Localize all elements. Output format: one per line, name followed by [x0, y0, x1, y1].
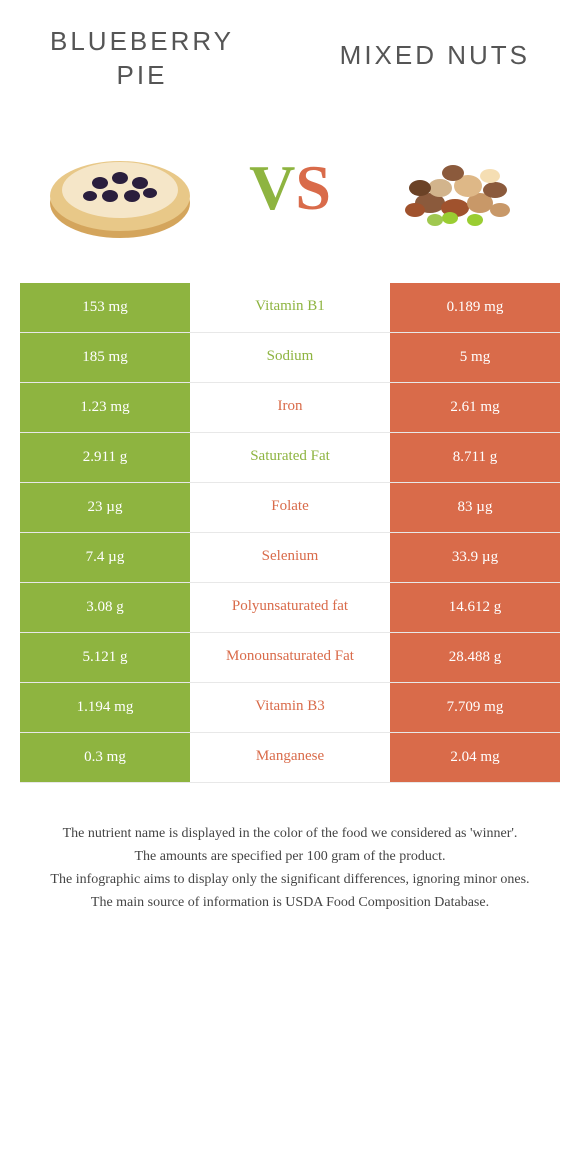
left-title-line1: BLUEBERRY: [50, 25, 234, 59]
right-value: 28.488 g: [390, 633, 560, 682]
footer-notes: The nutrient name is displayed in the co…: [0, 783, 580, 935]
table-row: 0.3 mg Manganese 2.04 mg: [20, 733, 560, 783]
left-value: 0.3 mg: [20, 733, 190, 782]
right-value: 14.612 g: [390, 583, 560, 632]
table-row: 5.121 g Monounsaturated Fat 28.488 g: [20, 633, 560, 683]
vs-s: S: [295, 152, 331, 223]
comparison-table: 153 mg Vitamin B1 0.189 mg 185 mg Sodium…: [0, 283, 580, 783]
left-value: 5.121 g: [20, 633, 190, 682]
table-row: 1.194 mg Vitamin B3 7.709 mg: [20, 683, 560, 733]
left-value: 3.08 g: [20, 583, 190, 632]
right-value: 83 µg: [390, 483, 560, 532]
header: BLUEBERRY PIE MIXED NUTS: [0, 0, 580, 103]
right-food-title: MIXED NUTS: [340, 40, 530, 71]
right-value: 7.709 mg: [390, 683, 560, 732]
table-row: 153 mg Vitamin B1 0.189 mg: [20, 283, 560, 333]
nutrient-label: Selenium: [190, 533, 390, 582]
nutrient-label: Vitamin B3: [190, 683, 390, 732]
table-row: 2.911 g Saturated Fat 8.711 g: [20, 433, 560, 483]
vs-label: VS: [249, 151, 331, 225]
left-value: 7.4 µg: [20, 533, 190, 582]
footer-line: The main source of information is USDA F…: [30, 892, 550, 913]
left-food-title: BLUEBERRY PIE: [50, 25, 234, 93]
nutrient-label: Folate: [190, 483, 390, 532]
footer-line: The nutrient name is displayed in the co…: [30, 823, 550, 844]
table-row: 185 mg Sodium 5 mg: [20, 333, 560, 383]
right-value: 2.04 mg: [390, 733, 560, 782]
vs-v: V: [249, 152, 295, 223]
table-row: 7.4 µg Selenium 33.9 µg: [20, 533, 560, 583]
right-value: 33.9 µg: [390, 533, 560, 582]
nutrient-label: Polyunsaturated fat: [190, 583, 390, 632]
nuts-image: [380, 123, 540, 253]
left-title-line2: PIE: [50, 59, 234, 93]
left-value: 1.23 mg: [20, 383, 190, 432]
nutrient-label: Sodium: [190, 333, 390, 382]
left-value: 2.911 g: [20, 433, 190, 482]
left-value: 185 mg: [20, 333, 190, 382]
nutrient-label: Monounsaturated Fat: [190, 633, 390, 682]
table-row: 1.23 mg Iron 2.61 mg: [20, 383, 560, 433]
right-value: 5 mg: [390, 333, 560, 382]
table-row: 23 µg Folate 83 µg: [20, 483, 560, 533]
left-value: 153 mg: [20, 283, 190, 332]
left-value: 23 µg: [20, 483, 190, 532]
nutrient-label: Iron: [190, 383, 390, 432]
pie-image: [40, 123, 200, 253]
right-value: 8.711 g: [390, 433, 560, 482]
right-value: 0.189 mg: [390, 283, 560, 332]
images-row: VS: [0, 103, 580, 283]
nutrient-label: Saturated Fat: [190, 433, 390, 482]
left-value: 1.194 mg: [20, 683, 190, 732]
footer-line: The amounts are specified per 100 gram o…: [30, 846, 550, 867]
nutrient-label: Vitamin B1: [190, 283, 390, 332]
table-row: 3.08 g Polyunsaturated fat 14.612 g: [20, 583, 560, 633]
right-value: 2.61 mg: [390, 383, 560, 432]
footer-line: The infographic aims to display only the…: [30, 869, 550, 890]
nutrient-label: Manganese: [190, 733, 390, 782]
